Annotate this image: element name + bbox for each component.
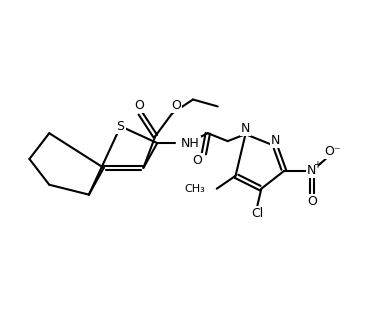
- Text: O⁻: O⁻: [324, 145, 341, 158]
- Text: N: N: [307, 164, 317, 177]
- Text: O: O: [135, 99, 144, 112]
- Text: +: +: [313, 160, 321, 170]
- Text: CH₃: CH₃: [184, 184, 205, 194]
- Text: NH: NH: [181, 137, 200, 150]
- Text: N: N: [270, 134, 280, 147]
- Text: O: O: [307, 195, 317, 208]
- Text: N: N: [241, 122, 250, 135]
- Text: S: S: [117, 120, 124, 133]
- Text: O: O: [171, 99, 181, 112]
- Text: Cl: Cl: [251, 207, 264, 220]
- Text: O: O: [192, 155, 202, 167]
